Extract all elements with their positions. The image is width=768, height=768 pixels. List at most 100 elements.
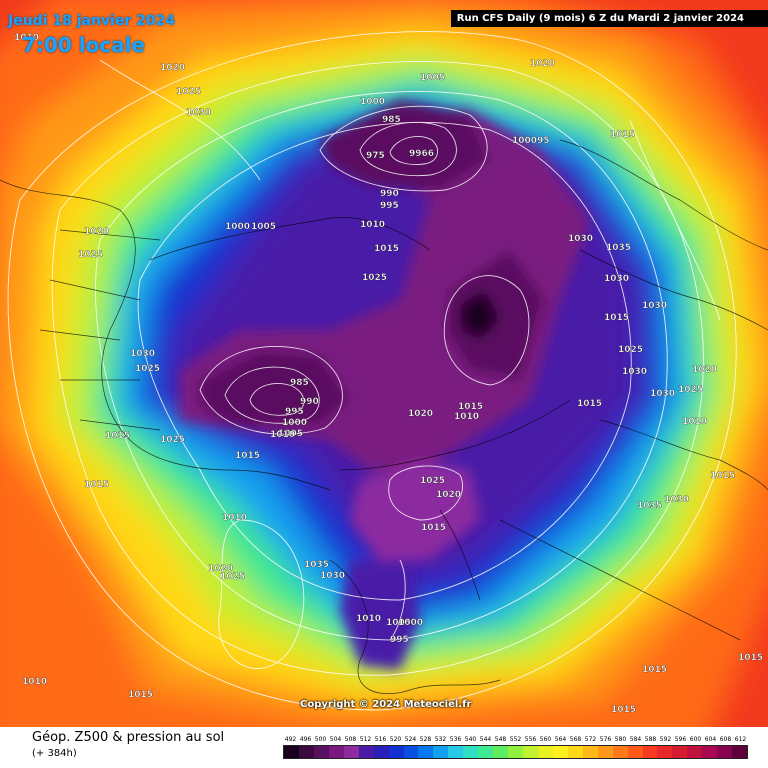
isobar-label: 1020 [208, 564, 233, 574]
legend-swatch [687, 746, 703, 758]
legend-value: 548 [494, 736, 507, 743]
isobar-label: 1030 [320, 571, 345, 581]
isobar-label: 1025 [220, 572, 245, 582]
isobar-label: 1025 [78, 250, 103, 260]
isobar-label: 1015 [84, 480, 109, 490]
isobar-label: 1030 [568, 234, 593, 244]
isobar-label: 1000 [360, 97, 385, 107]
isobar-label: 1025 [618, 345, 643, 355]
isobar-label: 1015 [611, 705, 636, 715]
legend-swatch [388, 746, 404, 758]
legend-swatch [373, 746, 389, 758]
legend-value: 540 [464, 736, 477, 743]
isobar-label: 1030 [130, 349, 155, 359]
legend-swatch [537, 746, 553, 758]
legend-value: 580 [614, 736, 627, 743]
legend-value: 592 [659, 736, 672, 743]
isobar-label: 1020 [436, 490, 461, 500]
legend-value: 508 [344, 736, 357, 743]
legend-swatch [358, 746, 374, 758]
legend-value: 496 [299, 736, 312, 743]
legend-value: 492 [284, 736, 297, 743]
isobar-label: 990 [300, 397, 319, 407]
isobar-label: 1020 [530, 59, 555, 69]
isobar-label: 1010 [682, 417, 707, 427]
isobar-label: 990 [380, 189, 399, 199]
isobar-label: 1015 [374, 244, 399, 254]
isobar-label: 1030 [642, 301, 667, 311]
legend-swatch [597, 746, 613, 758]
legend-value: 604 [704, 736, 717, 743]
legend-value: 528 [419, 736, 432, 743]
legend-value: 600 [689, 736, 702, 743]
isobar-label: 1025 [678, 385, 703, 395]
legend-swatch [284, 746, 299, 758]
isobar-label: 1005 [278, 429, 303, 439]
isobar-label: 1015 [610, 130, 635, 140]
isobar-label: 985 [290, 378, 309, 388]
isobar-label: 995 [285, 407, 304, 417]
isobar-label: 1015 [421, 523, 446, 533]
legend-swatch [418, 746, 434, 758]
legend-value: 612 [734, 736, 747, 743]
legend-value: 560 [539, 736, 552, 743]
legend-value: 500 [314, 736, 327, 743]
isobar-label: 1010 [356, 614, 381, 624]
isobar-label: 1030 [622, 367, 647, 377]
legend-swatch [567, 746, 583, 758]
legend-value: 564 [554, 736, 567, 743]
isobar-label: 1020 [692, 365, 717, 375]
isobar-label: 1015 [458, 402, 483, 412]
legend-swatch [672, 746, 688, 758]
isobar-label: 1015 [577, 399, 602, 409]
isobar-label: 1010 [22, 677, 47, 687]
isobar-label: 1025 [160, 435, 185, 445]
isobar-label: 1030 [604, 274, 629, 284]
legend-swatch [508, 746, 523, 758]
isobar-label: 1015 [710, 471, 735, 481]
forecast-time: 7:00 locale [22, 33, 146, 57]
legend-swatch [448, 746, 464, 758]
isobar-label: 995 [380, 201, 399, 211]
isobar-label: 1010 [270, 430, 295, 440]
isobar-label: 1030 [664, 495, 689, 505]
legend-labels: 492 496 500 504 508 512 516 520 524 528 532 536 540 5… [283, 736, 748, 744]
isobar-label: 1015 [604, 313, 629, 323]
legend-swatch [313, 746, 329, 758]
isobar-label: 1010 [14, 33, 39, 43]
isobar-label: 985 [382, 115, 401, 125]
isobar-label: 1005 [420, 73, 445, 83]
isobar-label: 1015 [128, 690, 153, 700]
legend-value: 524 [404, 736, 417, 743]
isobar-label: 1030 [650, 389, 675, 399]
isobar-label: 1010 [222, 513, 247, 523]
legend-swatch [717, 746, 733, 758]
legend-value: 556 [524, 736, 537, 743]
color-legend: 492 496 500 504 508 512 516 520 524 528 532 536 540 5… [283, 736, 748, 759]
legend-value: 544 [479, 736, 492, 743]
legend-swatch [702, 746, 718, 758]
legend-swatch [642, 746, 658, 758]
legend-swatch [732, 746, 748, 758]
isobar-label: 1015 [105, 431, 130, 441]
legend-swatch [657, 746, 673, 758]
isobar-label: 100095 [512, 136, 550, 146]
isobar-label: 1025 [135, 364, 160, 374]
legend-value: 568 [569, 736, 582, 743]
legend-value: 504 [329, 736, 342, 743]
isobar-label: 1030 [186, 108, 211, 118]
isobar-label: 1000 [282, 418, 307, 428]
legend-value: 512 [359, 736, 372, 743]
legend-value: 596 [674, 736, 687, 743]
map-subcaption: (+ 384h) [32, 748, 77, 759]
isobar-label: 1035 [304, 560, 329, 570]
isobar-label: 1010 [454, 412, 479, 422]
isobar-label: 1020 [408, 409, 433, 419]
run-info-banner: Run CFS Daily (9 mois) 6 Z du Mardi 2 ja… [450, 10, 768, 27]
isobar-label: 975 [366, 151, 385, 161]
legend-value: 608 [719, 736, 732, 743]
legend-swatch [328, 746, 344, 758]
legend-swatch [463, 746, 479, 758]
map-caption: Géop. Z500 & pression au sol [32, 730, 225, 745]
